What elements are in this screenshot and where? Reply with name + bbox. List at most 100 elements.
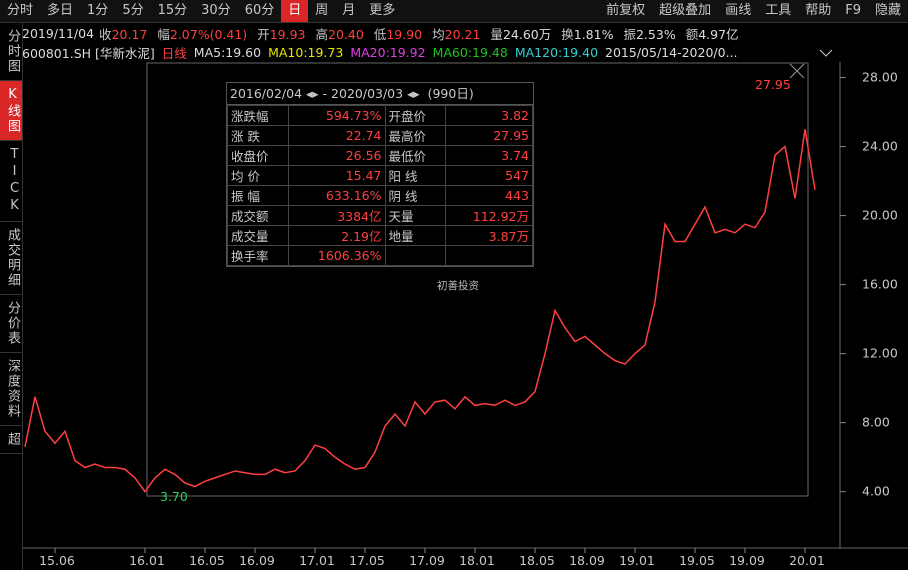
tab[interactable]: 更多 [369, 3, 396, 18]
tab[interactable]: 30分 [201, 3, 231, 18]
side-tab[interactable]: TICK [0, 141, 22, 222]
stats-value: 2.19亿 [287, 225, 386, 246]
side-tab[interactable]: 分时图 [0, 23, 22, 81]
quote-item: 均20.21 [432, 24, 485, 43]
ma: MA60:19.48 [432, 45, 508, 60]
quote-value: 19.90 [386, 26, 423, 42]
stats-table: 涨跌幅 594.73% 开盘价 3.82 涨 跌 22.74 最高价 27.95 收盘价 26.5… [227, 105, 533, 266]
tab[interactable]: 分时 [7, 3, 34, 18]
stats-row: 成交量 2.19亿 地量 3.87万 [227, 225, 533, 246]
quote-item: 换1.81% [561, 24, 618, 43]
dropdown-icon[interactable] [819, 49, 833, 57]
x-tick-label: 18.09 [569, 553, 605, 568]
side-tab[interactable]: 深度资料 [0, 353, 22, 426]
stats-label: 最低价 [384, 145, 447, 166]
x-tick-label: 16.01 [129, 553, 165, 568]
x-tick-label: 19.09 [729, 553, 765, 568]
stats-label: 成交额 [227, 205, 289, 226]
quote-value: 20.17 [111, 26, 148, 42]
quote-value: 20.40 [328, 26, 364, 42]
quote-item: 振2.53% [623, 24, 680, 43]
tool[interactable]: 画线 [725, 3, 752, 18]
stats-value: 15.47 [287, 165, 386, 186]
y-tick-label: 8.00 [862, 415, 890, 430]
ma: MA120:19.40 [514, 45, 599, 60]
high-label: 27.95 [755, 77, 791, 92]
period: 日线 [161, 46, 187, 61]
quote-label: 收 [99, 26, 112, 42]
tab[interactable]: 1分 [87, 3, 109, 18]
quote-value: 24.60万 [502, 26, 552, 42]
stats-label: 阳 线 [384, 165, 447, 186]
y-tick-label: 24.00 [862, 139, 898, 154]
stats-label: 均 价 [227, 165, 289, 186]
stats-row: 成交额 3384亿 天量 112.92万 [227, 205, 533, 226]
stats-label [384, 245, 447, 266]
x-tick-label: 16.09 [239, 553, 275, 568]
quote-label: 额 [685, 26, 699, 42]
side-tab[interactable]: K线图 [0, 81, 22, 141]
quote-label: 高 [315, 26, 328, 42]
tab[interactable]: 5分 [122, 3, 144, 18]
x-tick-label: 19.01 [619, 553, 655, 568]
x-tick-label: 17.01 [299, 553, 335, 568]
tool[interactable]: 超级叠加 [659, 3, 712, 18]
tool[interactable]: 隐藏 [874, 3, 901, 18]
stats-row: 振 幅 633.16% 阴 线 443 [227, 185, 533, 206]
quote-item: 幅2.07%(0.41) [157, 24, 252, 43]
stats-label: 换手率 [227, 245, 289, 266]
x-tick-label: 18.01 [459, 553, 495, 568]
stats-value: 594.73% [287, 105, 386, 126]
stats-value: 3.74 [445, 145, 533, 166]
stats-value [445, 245, 533, 266]
side-tab[interactable]: 超 [0, 426, 22, 454]
quote-item: 额4.97亿 [686, 24, 744, 43]
stats-value: 3.82 [445, 105, 533, 126]
legend-bar: 600801.SH [华新水泥] 日线 MA5:19.60 MA10:19.73… [22, 43, 908, 62]
stats-label: 开盘价 [384, 105, 447, 126]
stats-row: 涨 跌 22.74 最高价 27.95 [227, 125, 533, 146]
low-label: 3.70 [160, 489, 188, 504]
x-tick-label: 16.05 [189, 553, 225, 568]
x-tick-label: 17.05 [349, 553, 385, 568]
quote-value: 1.81% [573, 26, 614, 42]
stats-value: 112.92万 [445, 205, 533, 226]
tool[interactable]: 工具 [765, 3, 792, 18]
tab[interactable]: 多日 [47, 3, 74, 18]
quote-bar: 2019/11/04 收20.17 幅2.07%(0.41) 开19.93 高20.4… [22, 23, 908, 43]
tab[interactable]: 日 [281, 0, 309, 22]
symbol: 600801.SH [华新水泥] [22, 46, 155, 61]
stats-label: 涨 跌 [227, 125, 289, 146]
tool[interactable]: 帮助 [805, 3, 832, 18]
stats-value: 443 [445, 185, 533, 206]
tool[interactable]: 前复权 [606, 3, 646, 18]
side-tab[interactable]: 成交明细 [0, 222, 22, 295]
close-icon[interactable] [789, 63, 805, 79]
quote-value: 20.21 [444, 26, 481, 42]
quote-item: 量24.60万 [490, 24, 556, 43]
tab[interactable]: 15分 [157, 3, 188, 18]
quote-value: 19.93 [269, 26, 306, 42]
y-tick-label: 28.00 [862, 70, 898, 85]
stats-row: 收盘价 26.56 最低价 3.74 [227, 145, 533, 166]
tool[interactable]: F9 [845, 3, 861, 18]
date-range: 2015/05/14-2020/0... [605, 45, 738, 60]
tab[interactable]: 月 [342, 3, 356, 18]
side-tab[interactable]: 分价表 [0, 295, 22, 353]
stats-box: 2016/02/04 ◂▸ - 2020/03/03 ◂▸ (990日) 涨跌幅… [226, 82, 534, 267]
stats-label: 天量 [384, 205, 447, 226]
tab[interactable]: 60分 [244, 3, 275, 18]
selection-box [146, 62, 809, 497]
quote-value: 4.97亿 [698, 26, 739, 42]
quote-label: 低 [373, 26, 387, 42]
quote-label: 幅 [157, 26, 170, 42]
quote-item: 高20.40 [315, 24, 368, 43]
toolbar: 分时 多日 1分 5分 15分 30分 60分日周月更多 前复权 超级叠加 画线 工具 帮助 F9 隐藏 [0, 0, 908, 23]
ma: MA5:19.60 [193, 45, 262, 60]
stats-value: 26.56 [287, 145, 386, 166]
tab[interactable]: 周 [315, 3, 329, 18]
y-tick-label: 4.00 [862, 484, 890, 499]
quote-label: 均 [432, 26, 445, 42]
stats-value: 3.87万 [445, 225, 533, 246]
